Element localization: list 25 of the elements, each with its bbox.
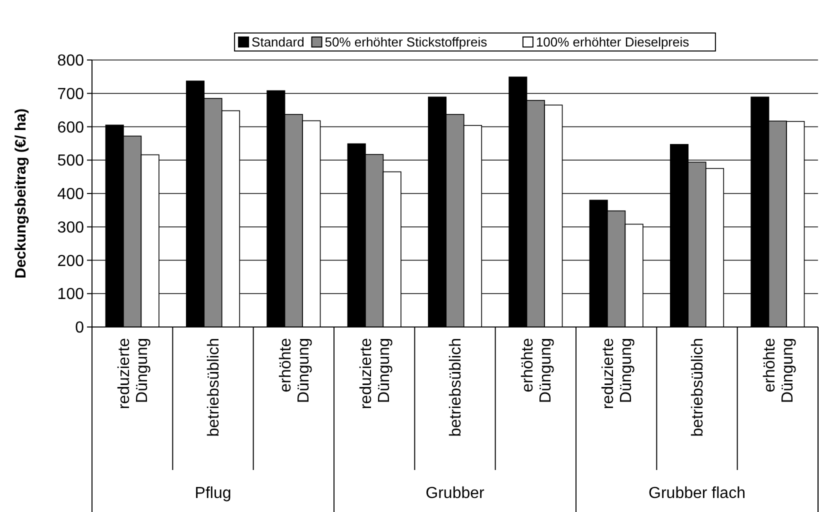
y-tick-label: 800 [57, 52, 84, 70]
y-tick-label: 0 [75, 320, 84, 337]
y-tick-label: 300 [57, 219, 84, 236]
y-tick-label: 400 [57, 186, 84, 204]
x-tick-label: erhöhte Düngung [761, 338, 796, 403]
x-tick-label: betriebsüblich [206, 338, 223, 437]
y-tick-label: 700 [57, 86, 84, 103]
y-tick-label: 600 [57, 119, 84, 136]
y-tick-label: 500 [57, 152, 84, 170]
x-tick-label: betriebsüblich [690, 338, 707, 437]
y-tick-label: 100 [57, 286, 84, 304]
y-axis-title: Deckungsbeitrag (€/ ha) [12, 108, 30, 279]
x-tick-label: erhöhte Düngung [519, 338, 554, 403]
text: Grubber flach [648, 485, 746, 502]
legend-label: 100% erhöhter Dieselpreis [536, 34, 690, 50]
text: Grubber [426, 485, 486, 502]
x-tick-label: betriebsüblich [448, 338, 465, 437]
x-tick-label: reduzierte Düngung [358, 338, 393, 410]
x-tick-label: reduzierte Düngung [600, 338, 635, 410]
x-tick-label: erhöhte Düngung [277, 338, 312, 403]
x-tick-label: reduzierte Düngung [116, 338, 151, 410]
legend-label: 50% erhöhter Stickstoffpreis [324, 34, 488, 50]
text: Pflug [194, 485, 232, 502]
y-tick-label: 200 [57, 252, 84, 270]
legend-label: Standard [252, 34, 304, 50]
